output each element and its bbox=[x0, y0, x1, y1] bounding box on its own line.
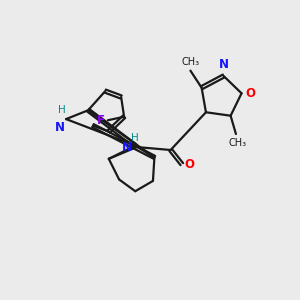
Text: N: N bbox=[122, 141, 132, 154]
Text: N: N bbox=[55, 121, 64, 134]
Text: O: O bbox=[245, 87, 255, 100]
Text: N: N bbox=[219, 58, 229, 71]
Text: H: H bbox=[131, 133, 139, 143]
Text: CH₃: CH₃ bbox=[182, 57, 200, 67]
Text: F: F bbox=[97, 114, 105, 127]
Text: CH₃: CH₃ bbox=[228, 138, 247, 148]
Text: H: H bbox=[58, 105, 65, 115]
Text: O: O bbox=[185, 158, 195, 171]
